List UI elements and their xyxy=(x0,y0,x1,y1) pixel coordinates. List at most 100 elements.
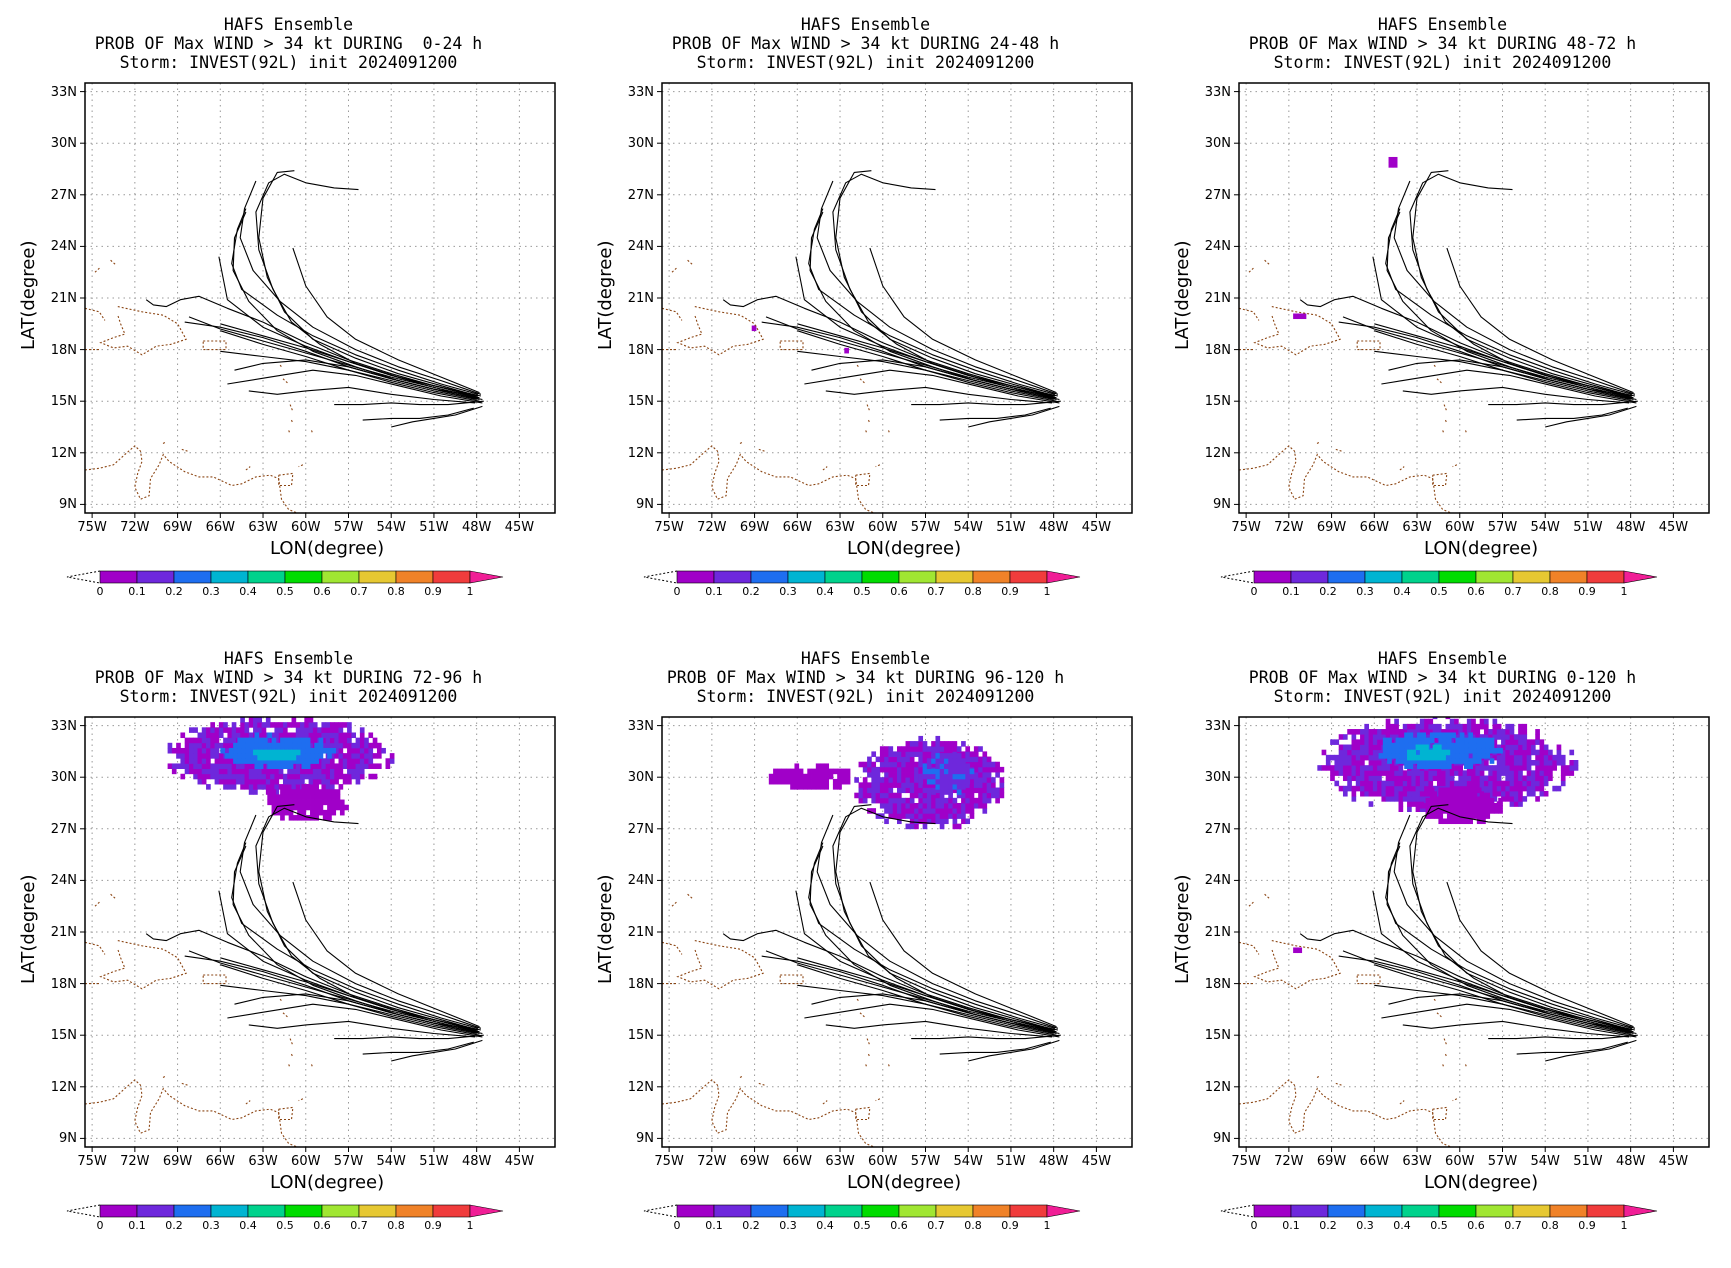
coastline xyxy=(1264,893,1271,900)
prob-cell xyxy=(1404,732,1409,739)
prob-cell xyxy=(310,753,315,759)
prob-cell xyxy=(295,749,301,756)
lon-tick-label: 54W xyxy=(1530,1154,1560,1169)
x-axis-label: LON(degree) xyxy=(1424,538,1539,559)
prob-cell xyxy=(1442,803,1448,809)
prob-cell xyxy=(918,818,924,825)
prob-cell xyxy=(892,777,898,783)
prob-cell xyxy=(1372,785,1378,792)
lat-tick-label: 18N xyxy=(50,342,77,358)
coastline xyxy=(181,448,188,452)
prob-cell xyxy=(1364,749,1370,756)
prob-cell xyxy=(245,753,251,759)
coastline xyxy=(110,893,117,900)
prob-cell xyxy=(956,773,962,780)
prob-cell xyxy=(1496,729,1502,735)
prob-cell xyxy=(1449,723,1455,730)
prob-cell xyxy=(991,761,996,768)
lon-tick-label: 63W xyxy=(825,1154,855,1169)
prob-cell xyxy=(218,778,224,785)
prob-cell xyxy=(287,778,292,785)
prob-cell xyxy=(188,727,194,733)
coastline xyxy=(279,364,282,368)
prob-cell xyxy=(935,808,941,814)
coastline xyxy=(161,1076,166,1079)
colorbar-segment xyxy=(1253,570,1292,584)
prob-cell xyxy=(832,768,838,775)
prob-cell xyxy=(1399,737,1405,744)
storm-track xyxy=(804,1003,1060,1038)
prob-cell xyxy=(1462,770,1468,776)
prob-cell xyxy=(322,809,328,816)
prob-cell xyxy=(233,747,238,754)
coastline xyxy=(202,974,227,985)
prob-cell xyxy=(331,804,337,811)
prob-cell xyxy=(241,742,247,749)
prob-cell xyxy=(308,778,314,785)
prob-cell xyxy=(961,803,966,809)
prob-cell xyxy=(318,799,324,806)
lon-tick-label: 57W xyxy=(333,520,364,535)
prob-cell xyxy=(351,747,357,754)
coastline xyxy=(282,378,290,385)
colorbar-segment xyxy=(210,1204,249,1218)
prob-cell xyxy=(948,773,953,780)
prob-cell xyxy=(287,754,292,761)
prob-cell xyxy=(280,815,285,821)
prob-cell xyxy=(1445,723,1451,730)
prob-cell xyxy=(1432,717,1438,720)
prob-cell xyxy=(342,763,348,769)
prob-cell xyxy=(223,727,228,733)
colorbar xyxy=(66,570,504,584)
prob-cell xyxy=(385,763,391,769)
prob-cell xyxy=(240,727,245,733)
prob-cell xyxy=(1438,732,1444,739)
prob-cell xyxy=(1485,808,1491,814)
colorbar-tick-label: 0.2 xyxy=(1319,585,1337,598)
prob-cell xyxy=(798,768,804,775)
prob-cell xyxy=(1518,765,1523,771)
prob-cell xyxy=(1368,785,1374,792)
lon-tick-label: 72W xyxy=(1274,1154,1304,1169)
prob-cell xyxy=(1496,765,1502,771)
prob-cell xyxy=(1317,765,1323,771)
prob-cell xyxy=(1466,770,1472,776)
prob-cell xyxy=(214,773,220,780)
prob-cell xyxy=(905,741,911,747)
prob-cell xyxy=(206,732,211,739)
colorbar-segment xyxy=(1512,570,1551,584)
prob-cell xyxy=(1472,747,1478,754)
prob-cell xyxy=(1483,780,1489,787)
lat-tick-label: 21N xyxy=(50,925,77,940)
prob-cell xyxy=(1377,760,1382,766)
prob-cell xyxy=(824,773,830,780)
prob-cell xyxy=(884,761,889,768)
prob-cell xyxy=(897,756,902,763)
prob-cell xyxy=(372,763,378,769)
prob-cell xyxy=(327,809,332,816)
prob-cell xyxy=(355,742,361,749)
prob-cell xyxy=(270,722,275,728)
prob-cell xyxy=(1489,803,1495,809)
x-axis-label: LON(degree) xyxy=(847,1172,962,1193)
prob-cell xyxy=(292,789,298,795)
prob-cell xyxy=(284,763,290,769)
prob-cell xyxy=(233,742,238,749)
storm-track xyxy=(797,957,1059,1031)
coastline xyxy=(1253,306,1341,356)
colorbar-segment xyxy=(935,570,974,584)
prob-cell xyxy=(1442,787,1448,794)
lat-tick-label: 27N xyxy=(1204,187,1231,203)
prob-cell xyxy=(271,804,277,811)
prob-cell xyxy=(939,741,945,747)
colorbar-tick-label: 0.1 xyxy=(705,1219,723,1232)
prob-cell xyxy=(257,717,263,723)
prob-cell xyxy=(922,787,928,794)
storm-track xyxy=(292,881,480,1028)
prob-cell xyxy=(948,803,953,809)
colorbar-segment xyxy=(1438,570,1477,584)
lon-tick-label: 45W xyxy=(1081,1154,1112,1169)
prob-cell xyxy=(278,732,284,739)
map-plot xyxy=(66,716,556,1218)
prob-cell xyxy=(901,766,906,773)
